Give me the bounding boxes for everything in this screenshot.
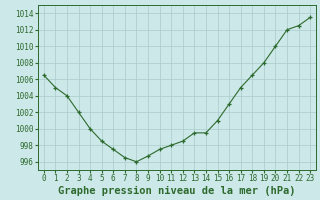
X-axis label: Graphe pression niveau de la mer (hPa): Graphe pression niveau de la mer (hPa) — [58, 186, 296, 196]
